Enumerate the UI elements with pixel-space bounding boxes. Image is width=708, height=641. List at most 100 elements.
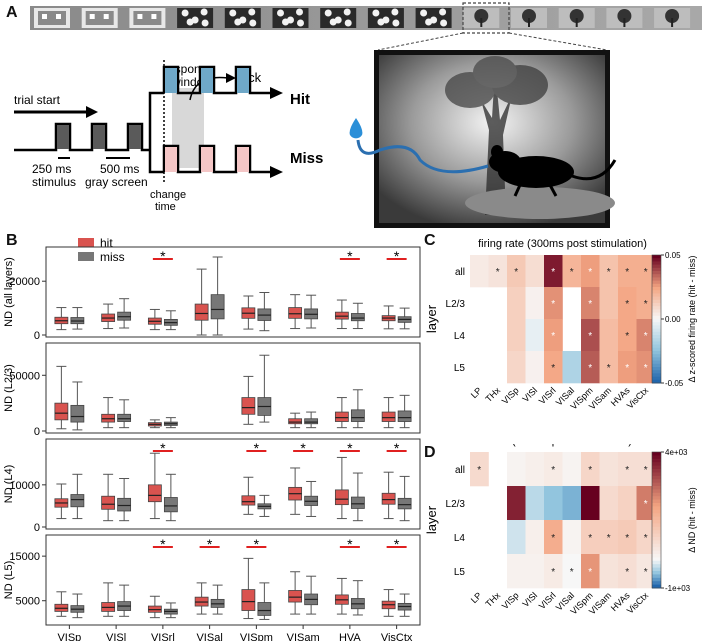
heatmap-col-label: VISp <box>500 590 521 611</box>
heatmap-row-label: L4 <box>454 533 466 544</box>
hit-trace <box>162 65 270 95</box>
colorbar-segment <box>652 506 661 511</box>
colorbar-segment <box>652 319 661 323</box>
colorbar-label: Δ z-scored firing rate (hit - miss) <box>687 255 697 382</box>
film-frame-tree <box>606 8 643 28</box>
heatmap-cell <box>507 486 526 521</box>
box-hit-VISam <box>288 467 303 515</box>
heatmap-star: * <box>588 267 592 278</box>
significance-VISrl: * <box>152 248 173 264</box>
panel-label-d: D <box>424 444 436 461</box>
colorbar-tick-label: -0.05 <box>665 379 684 388</box>
colorbar-segment <box>652 465 661 470</box>
colorbar-segment <box>652 277 661 282</box>
heatmap-star: * <box>588 567 592 578</box>
box-hit-VISp <box>54 483 69 520</box>
sig-star: * <box>300 440 306 456</box>
film-frame-flower <box>367 8 404 28</box>
film-frame-flower <box>177 8 214 28</box>
x-tick-label-VISl: VISl <box>106 632 126 641</box>
colorbar-segment <box>652 363 661 368</box>
box-hit-VISl <box>101 303 116 330</box>
hit-stimulus-bar <box>201 68 213 93</box>
highlight-frame <box>462 2 510 34</box>
heatmap-cell <box>618 255 637 288</box>
box-iqr <box>117 413 132 422</box>
colorbar-segment <box>652 557 661 562</box>
box-miss-VISrl <box>163 473 178 522</box>
box-miss-VISrl <box>163 417 178 429</box>
y-tick-label: 20000 <box>9 276 40 288</box>
box-miss-VISl <box>117 584 132 617</box>
film-frame-house <box>34 8 70 28</box>
heatmap-cell <box>544 452 563 487</box>
gray-duration-label: 500 ms <box>100 162 139 176</box>
heatmap-star: * <box>644 499 648 510</box>
box-miss-VISam <box>304 411 319 429</box>
zoom-line-right <box>508 32 608 51</box>
heatmap-star: * <box>588 299 592 310</box>
heatmap-cell <box>507 287 526 320</box>
colorbar-segment <box>652 462 661 467</box>
colorbar-segment <box>652 271 661 275</box>
heatmap-col-label: VISl <box>520 590 539 609</box>
y-tick-label: 0 <box>34 522 40 534</box>
colorbar-segment <box>652 509 661 514</box>
significance-VisCtx: * <box>386 440 407 456</box>
colorbar-segment <box>652 290 661 294</box>
colorbar-label: Δ ND (hit - miss) <box>687 487 697 553</box>
miss-stimulus-bar <box>165 147 177 172</box>
significance-VISam: * <box>293 440 314 456</box>
heatmap-title: firing rate (300ms post stimulation) <box>478 238 647 250</box>
sig-star: * <box>207 536 213 552</box>
heatmap-star: * <box>551 567 555 578</box>
heatmap-star: * <box>625 267 629 278</box>
heatmap-col-label: VisCtx <box>625 590 651 616</box>
box-miss-VISp <box>70 593 85 619</box>
colorbar-segment <box>652 577 661 582</box>
colorbar-segment <box>652 299 661 304</box>
film-frame-tree <box>511 8 547 28</box>
box-hit-HVA <box>334 397 349 429</box>
heatmap-cell <box>618 554 637 589</box>
heatmap-cell <box>562 486 582 521</box>
heatmap-row-label: L2/3 <box>446 499 466 510</box>
significance-VISpm: * <box>246 536 267 552</box>
colorbar-segment <box>652 315 661 320</box>
colorbar-segment <box>652 543 661 548</box>
heatmap-cell <box>525 520 545 555</box>
water-drop-icon <box>349 118 363 139</box>
colorbar-segment <box>652 255 661 259</box>
stimulus-trace <box>14 122 150 152</box>
colorbar-segment <box>652 540 661 545</box>
colorbar-segment <box>652 574 661 579</box>
colorbar-segment <box>652 331 661 336</box>
box-iqr <box>163 497 178 513</box>
plot-frame <box>45 438 421 530</box>
heatmap-cell <box>599 351 619 384</box>
heatmap-star: * <box>551 363 555 374</box>
heatmap-cell <box>581 452 600 487</box>
film-frame-flower <box>224 8 261 28</box>
box-hit-VISal <box>194 268 209 336</box>
legend-miss-swatch <box>78 252 94 261</box>
colorbar-segment <box>652 367 661 371</box>
box-miss-VISrl <box>163 310 178 331</box>
box-miss-VISl <box>117 399 132 429</box>
heatmap-cell <box>470 255 489 288</box>
heatmap-col-label: VISrl <box>537 590 558 611</box>
heatmap-cell <box>618 452 637 487</box>
colorbar-segment <box>652 264 661 269</box>
heatmap-cell <box>562 452 582 487</box>
significance-HVA: * <box>339 440 360 456</box>
heatmap-star: * <box>625 567 629 578</box>
box-miss-VISam <box>304 480 319 517</box>
colorbar-segment <box>652 475 661 480</box>
sig-star: * <box>347 248 353 264</box>
panel-d-heatmap: ND (300ms post stimulation) * * * * * * * * * * * * *… <box>424 444 697 617</box>
heatmap-star: * <box>625 465 629 476</box>
heatmap-cell <box>636 351 656 384</box>
panel-label-c: C <box>424 232 436 249</box>
box-miss-VISpm <box>257 354 272 423</box>
